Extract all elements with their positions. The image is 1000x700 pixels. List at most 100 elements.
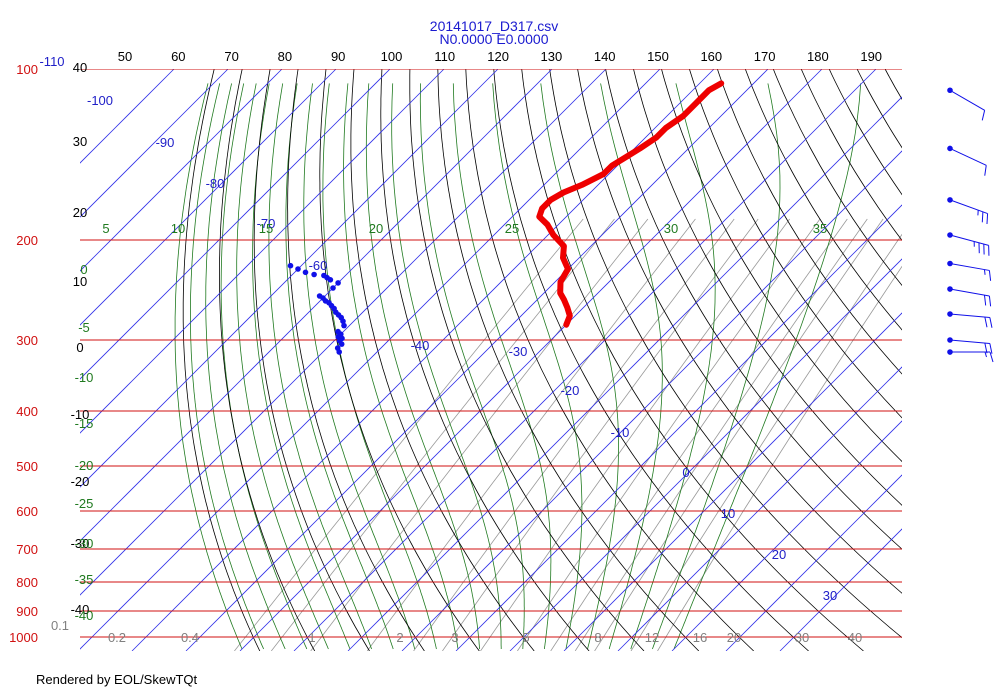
dry-adiabat-line: [521, 69, 864, 651]
isotherm-line: [80, 69, 499, 488]
dry-adiabat-label: 30: [73, 134, 87, 149]
left-green-label: -20: [75, 458, 94, 473]
dry-adiabat-label: -10: [71, 407, 90, 422]
top-temperature-tick: 110: [434, 49, 455, 64]
top-temperature-tick: 70: [224, 49, 238, 64]
moist-adiabat-line: [174, 83, 243, 650]
dewpoint-point: [341, 322, 347, 329]
wind-barb-flag: [989, 351, 994, 363]
isotherm-line: [455, 204, 902, 651]
wind-barb-flag: [981, 110, 986, 121]
mixing-ratio-line: [657, 265, 902, 651]
wind-barb-staff: [949, 147, 987, 166]
isotherm-line: [80, 69, 445, 434]
dry-adiabat-line: [633, 69, 902, 506]
top-temperature-tick: 180: [807, 49, 829, 64]
pressure-label: 300: [16, 333, 38, 348]
dry-adiabat-line: [380, 69, 590, 651]
wind-barb-staff: [949, 313, 990, 318]
moist-adiabat-line: [190, 83, 264, 650]
dry-adiabat-label: 20: [73, 205, 87, 220]
mixing-ratio-label: 5: [522, 630, 529, 645]
mixing-ratio-label: 12: [645, 630, 659, 645]
left-green-label: -10: [75, 370, 94, 385]
dry-adiabat-line: [884, 69, 902, 100]
isotherm-label: -20: [561, 383, 580, 398]
dry-adiabat-line: [969, 69, 1000, 651]
dry-adiabat-line: [409, 69, 645, 651]
isotherm-label: -60: [309, 258, 328, 273]
mixing-ratio-line: [442, 218, 759, 651]
dry-adiabat-label: 10: [73, 274, 87, 289]
dry-adiabat-line: [661, 69, 902, 463]
top-temperature-tick: 140: [594, 49, 616, 64]
isotherm-line: [347, 96, 902, 651]
isotherm-line: [401, 150, 902, 651]
isotherm-line: [80, 69, 553, 542]
dry-adiabat-line: [287, 69, 425, 651]
moist-adiabat-label: 10: [171, 221, 185, 236]
dewpoint-point: [311, 271, 317, 278]
mixing-ratio-line: [413, 218, 735, 651]
moist-adiabat-line: [322, 83, 437, 650]
mixing-ratio-line: [234, 218, 584, 651]
isotherm-line: [80, 69, 391, 380]
moist-adiabat-line: [652, 83, 781, 650]
left-green-label: -40: [75, 608, 94, 623]
isotherm-line: [617, 366, 902, 651]
moist-adiabat-line: [220, 83, 308, 650]
dry-adiabat-line: [828, 69, 902, 196]
isotherm-line: [671, 420, 902, 651]
dry-adiabat-label: 40: [73, 60, 87, 75]
pressure-label: 700: [16, 542, 38, 557]
moist-adiabat-line: [419, 83, 525, 650]
dry-adiabat-line: [913, 69, 1000, 651]
moist-adiabat-line: [391, 83, 502, 649]
left-green-label: -25: [75, 496, 94, 511]
isotherm-label: 10: [721, 506, 735, 521]
mixing-ratio-label: 20: [727, 630, 741, 645]
wind-barb-staff: [949, 234, 989, 246]
mixing-ratio-label: 16: [693, 630, 707, 645]
moist-adiabat-label: 15: [259, 221, 273, 236]
dry-adiabat-line: [437, 69, 700, 651]
isotherm-label: 20: [772, 547, 786, 562]
isotherm-label: 30: [823, 588, 837, 603]
moist-adiabat-line: [630, 83, 716, 650]
dry-adiabat-line: [941, 69, 1000, 651]
isotherm-line: [293, 69, 877, 651]
moist-adiabat-label: 5: [102, 221, 109, 236]
top-temperature-tick: 190: [860, 49, 882, 64]
top-temperature-tick: 120: [487, 49, 509, 64]
mixing-ratio-line: [366, 218, 696, 651]
dry-adiabat-line: [350, 69, 535, 651]
top-temperature-tick: 150: [647, 49, 669, 64]
isotherm-line: [185, 69, 769, 651]
mixing-ratio-label: 2: [396, 630, 403, 645]
pressure-label: 500: [16, 459, 38, 474]
wind-barb-staff: [949, 288, 990, 297]
chart-title: 20141017_D317.csv: [430, 18, 558, 34]
top-temperature-tick: 100: [381, 49, 403, 64]
isotherm-label: 0: [682, 465, 689, 480]
wind-barb-half-flag: [984, 351, 987, 358]
dry-adiabat-line: [689, 69, 902, 419]
moist-adiabat-line: [205, 83, 286, 650]
mixing-ratio-label: 8: [594, 630, 601, 645]
moist-adiabat-line: [452, 83, 552, 650]
top-temperature-tick: 60: [171, 49, 185, 64]
top-temperature-tick: 170: [754, 49, 776, 64]
dewpoint-point: [302, 269, 309, 276]
dry-adiabat-line: [253, 69, 370, 651]
wind-barb-staff: [949, 339, 990, 344]
dry-adiabat-line: [319, 69, 480, 651]
pressure-label: 900: [16, 604, 38, 619]
dry-adiabat-line: [465, 69, 754, 651]
wind-station-dot: [947, 87, 953, 94]
mixing-ratio-line: [574, 218, 868, 651]
isotherm-label: -90: [156, 135, 175, 150]
left-green-label: -5: [78, 320, 90, 335]
isotherm-line: [725, 474, 902, 651]
isotherm-label: -100: [87, 93, 113, 108]
wind-barb-flag: [988, 270, 992, 281]
